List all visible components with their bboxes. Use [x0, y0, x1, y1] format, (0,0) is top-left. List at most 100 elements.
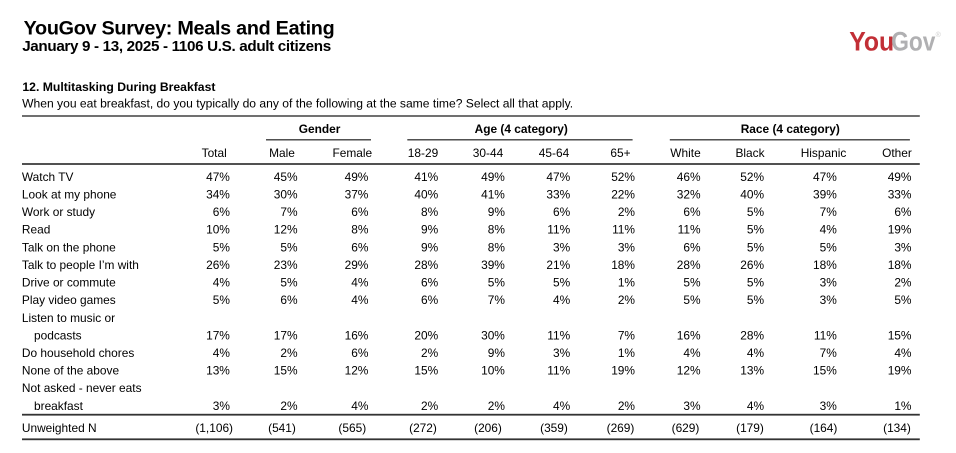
svg-text:Listen to music or: Listen to music or	[22, 311, 115, 325]
svg-text:podcasts: podcasts	[34, 328, 82, 342]
svg-text:Total: Total	[202, 146, 227, 160]
svg-text:2%: 2%	[488, 399, 506, 413]
svg-text:6%: 6%	[351, 205, 369, 219]
svg-text:Do household chores: Do household chores	[22, 346, 134, 360]
svg-text:26%: 26%	[740, 258, 764, 272]
svg-text:10%: 10%	[481, 364, 505, 378]
svg-text:None of the above: None of the above	[22, 364, 120, 378]
svg-text:(272): (272)	[409, 421, 437, 435]
svg-text:2%: 2%	[618, 293, 636, 307]
svg-text:5%: 5%	[280, 240, 298, 254]
svg-text:28%: 28%	[740, 328, 764, 342]
svg-text:Look at my phone: Look at my phone	[22, 187, 117, 201]
svg-text:11%: 11%	[547, 223, 570, 237]
svg-text:Gender: Gender	[299, 122, 341, 136]
svg-text:3%: 3%	[618, 240, 636, 254]
svg-text:Hispanic: Hispanic	[801, 146, 847, 160]
svg-text:19%: 19%	[888, 223, 912, 237]
svg-text:2%: 2%	[618, 205, 636, 219]
svg-text:5%: 5%	[747, 240, 765, 254]
svg-text:18%: 18%	[611, 258, 635, 272]
svg-text:9%: 9%	[421, 223, 439, 237]
svg-text:6%: 6%	[351, 346, 369, 360]
svg-text:1%: 1%	[894, 399, 912, 413]
svg-text:You: You	[849, 26, 894, 56]
svg-text:12%: 12%	[677, 364, 701, 378]
svg-text:6%: 6%	[421, 293, 439, 307]
svg-text:41%: 41%	[414, 170, 438, 184]
svg-text:7%: 7%	[618, 328, 636, 342]
svg-text:47%: 47%	[813, 170, 837, 184]
svg-text:47%: 47%	[206, 170, 230, 184]
svg-text:19%: 19%	[611, 364, 635, 378]
svg-text:(1,106): (1,106)	[195, 421, 233, 435]
svg-text:3%: 3%	[894, 240, 912, 254]
svg-text:32%: 32%	[677, 187, 701, 201]
svg-text:5%: 5%	[213, 240, 231, 254]
svg-text:Race (4 category): Race (4 category)	[741, 122, 840, 136]
svg-text:3%: 3%	[820, 276, 838, 290]
svg-text:52%: 52%	[611, 170, 635, 184]
svg-text:Female: Female	[332, 146, 372, 160]
svg-text:6%: 6%	[213, 205, 231, 219]
svg-text:Not asked - never eats: Not asked - never eats	[22, 381, 142, 395]
svg-text:(269): (269)	[607, 421, 635, 435]
svg-text:2%: 2%	[894, 276, 912, 290]
svg-text:5%: 5%	[553, 276, 571, 290]
svg-text:Unweighted N: Unweighted N	[22, 421, 97, 435]
svg-text:1%: 1%	[618, 276, 636, 290]
svg-text:4%: 4%	[351, 276, 369, 290]
svg-text:6%: 6%	[683, 205, 701, 219]
svg-text:5%: 5%	[280, 276, 298, 290]
svg-text:6%: 6%	[894, 205, 912, 219]
svg-text:4%: 4%	[213, 346, 231, 360]
svg-text:5%: 5%	[894, 293, 912, 307]
svg-text:6%: 6%	[280, 293, 298, 307]
svg-text:15%: 15%	[813, 364, 837, 378]
svg-text:White: White	[670, 146, 701, 160]
svg-text:Talk on the phone: Talk on the phone	[22, 240, 116, 254]
svg-text:4%: 4%	[747, 346, 765, 360]
svg-text:5%: 5%	[213, 293, 231, 307]
svg-text:Male: Male	[269, 146, 295, 160]
svg-text:47%: 47%	[546, 170, 570, 184]
svg-text:10%: 10%	[206, 223, 230, 237]
svg-text:(206): (206)	[474, 421, 502, 435]
svg-text:21%: 21%	[546, 258, 570, 272]
svg-text:65+: 65+	[610, 146, 630, 160]
svg-text:January 9 - 13, 2025 - 1106 U.: January 9 - 13, 2025 - 1106 U.S. adult c…	[22, 38, 331, 55]
svg-text:6%: 6%	[421, 276, 439, 290]
svg-text:5%: 5%	[683, 293, 701, 307]
svg-text:3%: 3%	[213, 399, 231, 413]
svg-text:39%: 39%	[813, 187, 837, 201]
svg-text:11%: 11%	[678, 223, 701, 237]
svg-text:11%: 11%	[612, 223, 635, 237]
svg-text:(629): (629)	[672, 421, 700, 435]
svg-text:9%: 9%	[488, 346, 506, 360]
svg-text:15%: 15%	[888, 328, 912, 342]
svg-text:18%: 18%	[813, 258, 837, 272]
svg-text:19%: 19%	[888, 364, 912, 378]
svg-text:23%: 23%	[274, 258, 298, 272]
svg-text:7%: 7%	[820, 346, 838, 360]
svg-text:5%: 5%	[683, 276, 701, 290]
svg-text:5%: 5%	[747, 293, 765, 307]
svg-text:2%: 2%	[280, 399, 298, 413]
svg-text:Drive or commute: Drive or commute	[22, 276, 116, 290]
svg-text:28%: 28%	[677, 258, 701, 272]
svg-text:18%: 18%	[888, 258, 912, 272]
svg-text:7%: 7%	[280, 205, 298, 219]
svg-text:13%: 13%	[740, 364, 764, 378]
svg-text:28%: 28%	[414, 258, 438, 272]
svg-text:3%: 3%	[820, 293, 838, 307]
svg-text:4%: 4%	[213, 276, 231, 290]
svg-text:5%: 5%	[488, 276, 506, 290]
svg-text:46%: 46%	[677, 170, 701, 184]
svg-text:3%: 3%	[683, 399, 701, 413]
svg-text:4%: 4%	[351, 293, 369, 307]
svg-text:40%: 40%	[740, 187, 764, 201]
svg-text:5%: 5%	[747, 205, 765, 219]
svg-text:4%: 4%	[683, 346, 701, 360]
svg-text:Play video games: Play video games	[22, 293, 116, 307]
svg-text:12%: 12%	[274, 223, 298, 237]
